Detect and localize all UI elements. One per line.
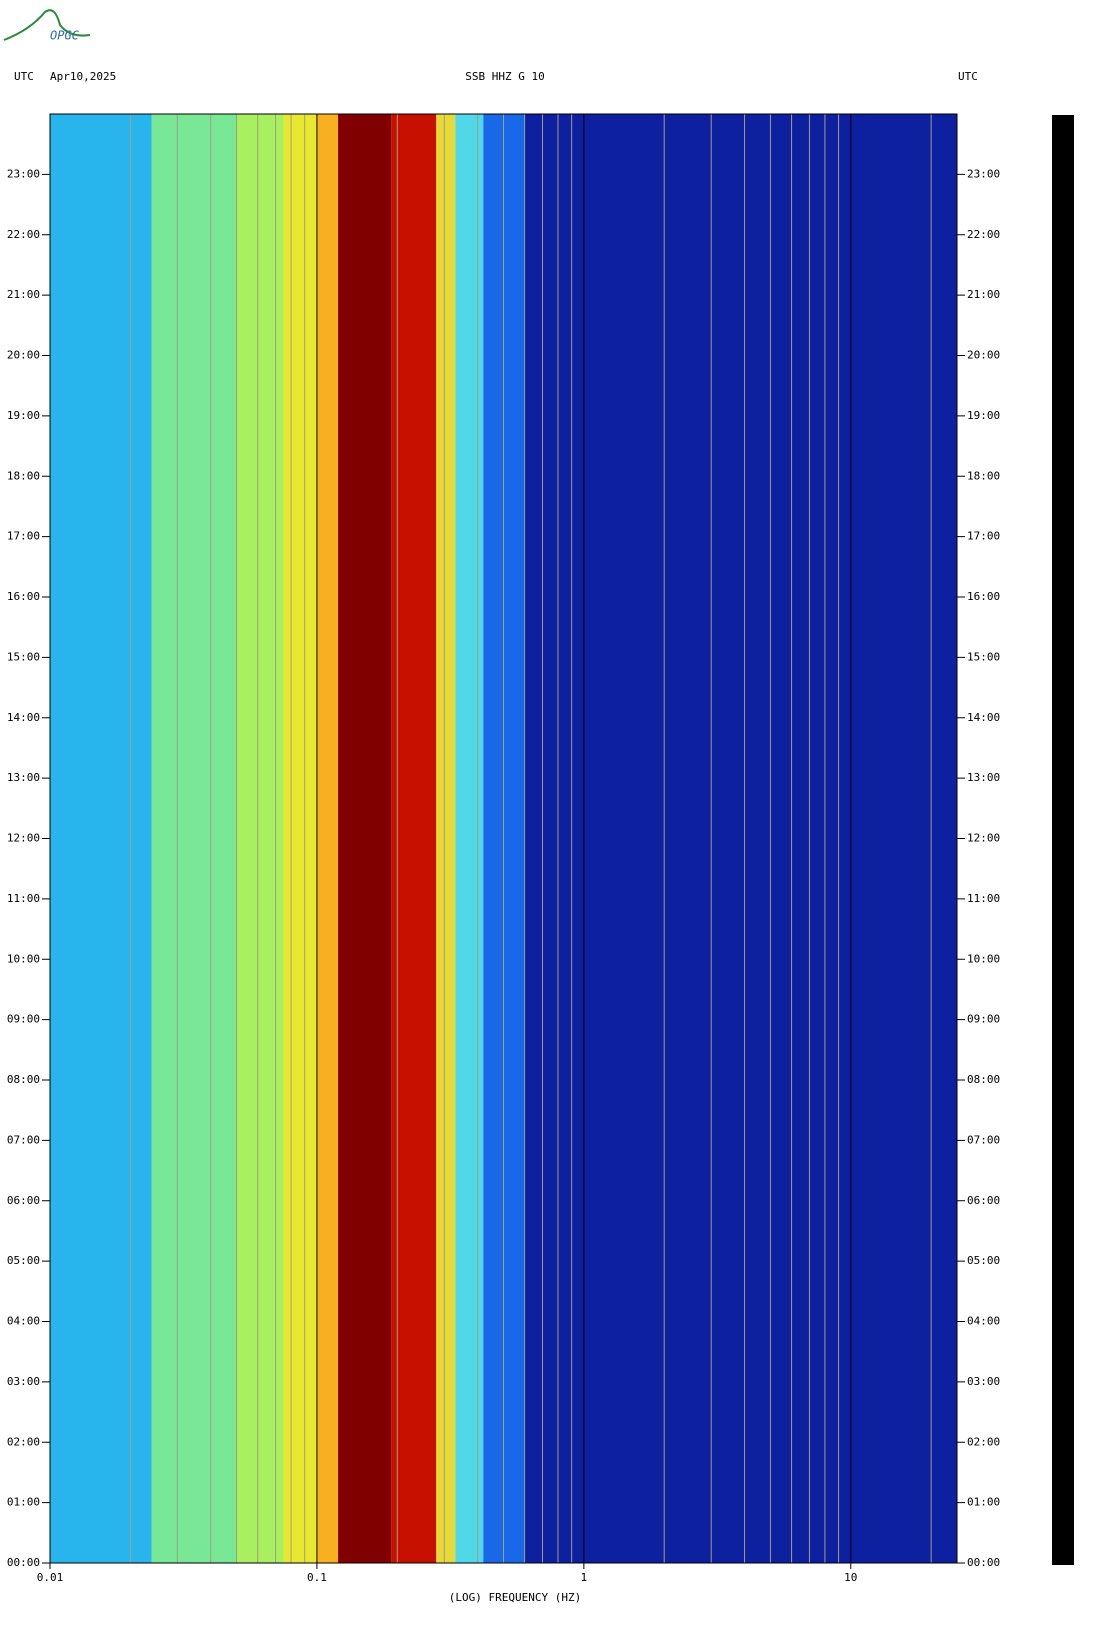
x-tick-label: 0.01 [37, 1571, 64, 1584]
spectrogram-band [151, 114, 237, 1563]
y-tick-label: 15:00 [7, 650, 40, 663]
y-tick-label: 07:00 [967, 1133, 1000, 1146]
y-tick-label: 10:00 [967, 952, 1000, 965]
y-tick-label: 03:00 [967, 1375, 1000, 1388]
y-tick-label: 06:00 [967, 1194, 1000, 1207]
chart-title: SSB HHZ G 10 [465, 70, 544, 83]
y-tick-label: 13:00 [967, 771, 1000, 784]
spectrogram-band [391, 114, 437, 1563]
y-tick-label: 05:00 [967, 1254, 1000, 1267]
spectrogram-band [283, 114, 317, 1563]
y-tick-label: 23:00 [967, 167, 1000, 180]
spectrogram-band [436, 114, 456, 1563]
header-left: UTC [14, 70, 34, 83]
y-tick-label: 04:00 [7, 1315, 40, 1328]
y-tick-label: 04:00 [967, 1315, 1000, 1328]
spectrogram-band [316, 114, 339, 1563]
y-tick-label: 15:00 [967, 650, 1000, 663]
x-tick-label: 10 [844, 1571, 857, 1584]
y-tick-label: 19:00 [7, 409, 40, 422]
x-tick-label: 1 [581, 1571, 588, 1584]
y-tick-label: 07:00 [7, 1133, 40, 1146]
y-tick-label: 20:00 [967, 349, 1000, 362]
y-tick-label: 08:00 [7, 1073, 40, 1086]
y-tick-label: 09:00 [967, 1013, 1000, 1026]
waveform-trace [1052, 115, 1074, 1565]
y-tick-label: 20:00 [7, 349, 40, 362]
y-tick-label: 21:00 [7, 288, 40, 301]
y-tick-label: 13:00 [7, 771, 40, 784]
logo: OPGC [50, 29, 80, 43]
y-tick-label: 17:00 [967, 530, 1000, 543]
y-tick-label: 00:00 [7, 1556, 40, 1569]
y-tick-label: 19:00 [967, 409, 1000, 422]
y-tick-label: 11:00 [967, 892, 1000, 905]
y-tick-label: 10:00 [7, 952, 40, 965]
y-tick-label: 01:00 [967, 1496, 1000, 1509]
y-tick-label: 02:00 [967, 1435, 1000, 1448]
spectrogram-band [455, 114, 484, 1563]
y-tick-label: 12:00 [7, 832, 40, 845]
y-tick-label: 11:00 [7, 892, 40, 905]
y-tick-label: 18:00 [7, 469, 40, 482]
y-tick-label: 18:00 [967, 469, 1000, 482]
y-tick-label: 23:00 [7, 167, 40, 180]
x-tick-label: 0.1 [307, 1571, 327, 1584]
y-tick-label: 17:00 [7, 530, 40, 543]
y-tick-label: 05:00 [7, 1254, 40, 1267]
spectrogram-band [338, 114, 392, 1563]
y-tick-label: 03:00 [7, 1375, 40, 1388]
y-tick-label: 12:00 [967, 832, 1000, 845]
x-axis-label: (LOG) FREQUENCY (HZ) [449, 1591, 581, 1604]
spectrogram-band [50, 114, 152, 1563]
spectrogram-band [236, 114, 284, 1563]
y-tick-label: 16:00 [967, 590, 1000, 603]
y-tick-label: 16:00 [7, 590, 40, 603]
y-tick-label: 22:00 [967, 228, 1000, 241]
y-tick-label: 06:00 [7, 1194, 40, 1207]
y-tick-label: 14:00 [7, 711, 40, 724]
y-tick-label: 09:00 [7, 1013, 40, 1026]
date: Apr10,2025 [50, 70, 116, 83]
y-tick-label: 14:00 [967, 711, 1000, 724]
y-tick-label: 00:00 [967, 1556, 1000, 1569]
header-right: UTC [958, 70, 978, 83]
spectrogram-band [524, 114, 957, 1563]
y-tick-label: 01:00 [7, 1496, 40, 1509]
y-tick-label: 22:00 [7, 228, 40, 241]
logo-mark [3, 9, 91, 41]
y-tick-label: 08:00 [967, 1073, 1000, 1086]
y-tick-label: 02:00 [7, 1435, 40, 1448]
y-tick-label: 21:00 [967, 288, 1000, 301]
